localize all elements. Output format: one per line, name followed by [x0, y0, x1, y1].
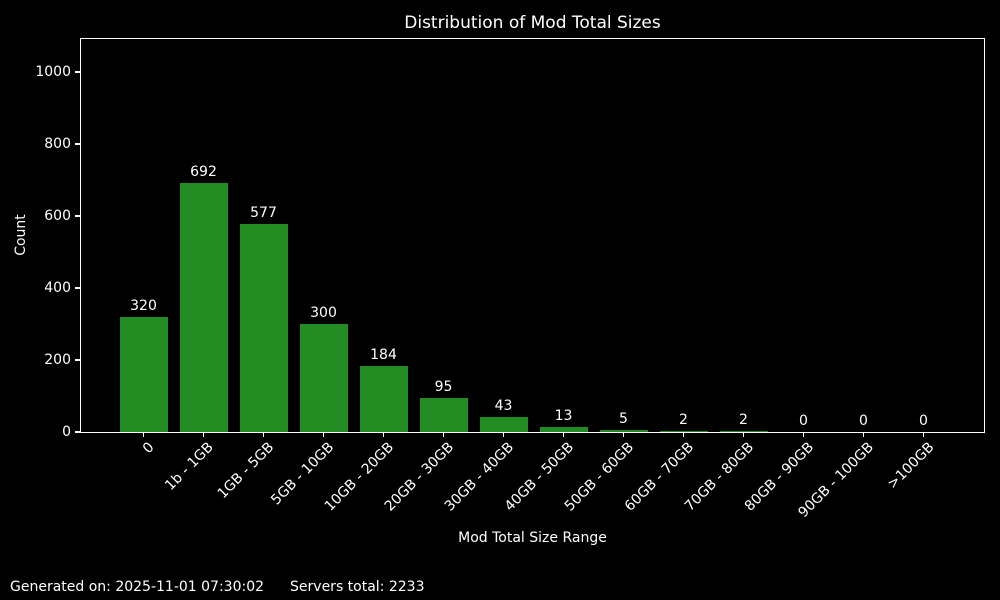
y-tick-label: 400: [44, 280, 71, 297]
x-tick-mark: [382, 432, 385, 437]
bar-7: [539, 427, 588, 432]
bar-value-label: 300: [310, 305, 337, 322]
y-tick-mark: [75, 431, 80, 433]
y-tick-label: 800: [44, 136, 71, 153]
x-tick-mark: [502, 432, 505, 437]
x-tick-mark: [862, 432, 865, 437]
x-tick-label: 1b - 1GB: [162, 439, 218, 494]
bar-9: [659, 431, 708, 432]
bar-value-label: 43: [494, 397, 513, 414]
x-tick-label: >100GB: [884, 439, 938, 493]
y-tick-label: 1000: [35, 64, 71, 81]
bar-value-label: 692: [190, 163, 217, 180]
bar-0: [119, 316, 168, 432]
x-tick-label: 0: [139, 439, 158, 457]
bar-value-label: 13: [554, 408, 573, 425]
bar-5: [419, 397, 468, 432]
x-tick-mark: [802, 432, 805, 437]
y-tick-label: 200: [44, 352, 71, 369]
bar-value-label: 5: [619, 411, 628, 428]
x-tick-mark: [562, 432, 565, 437]
chart-title: Distribution of Mod Total Sizes: [404, 13, 661, 33]
x-tick-mark: [262, 432, 265, 437]
x-tick-mark: [922, 432, 925, 437]
y-tick-mark: [75, 287, 80, 289]
bar-1: [179, 182, 228, 432]
bar-value-label: 2: [739, 412, 748, 429]
x-tick-mark: [142, 432, 145, 437]
servers-total: Servers total: 2233: [290, 579, 425, 595]
bar-value-label: 577: [250, 205, 277, 222]
x-tick-mark: [442, 432, 445, 437]
bar-value-label: 320: [130, 297, 157, 314]
y-tick-mark: [75, 359, 80, 361]
footer-status-bar: Generated on: 2025-11-01 07:30:02 Servers…: [10, 579, 425, 595]
bar-value-label: 0: [919, 413, 928, 429]
x-tick-mark: [622, 432, 625, 437]
x-tick-mark: [682, 432, 685, 437]
y-tick-mark: [75, 71, 80, 73]
bar-value-label: 0: [859, 413, 868, 429]
y-tick-mark: [75, 143, 80, 145]
bar-value-label: 2: [679, 412, 688, 429]
bar-value-label: 184: [370, 346, 397, 363]
bar-10: [719, 431, 768, 432]
plot-area: 320 0 692 1b - 1GB 577 1GB - 5GB 300 5GB - 10GB…: [35, 38, 985, 521]
y-tick-mark: [75, 215, 80, 217]
x-tick-mark: [742, 432, 745, 437]
x-tick-label: 1GB - 5GB: [214, 439, 278, 503]
bar-4: [359, 365, 408, 432]
bar-6: [479, 416, 528, 432]
x-tick-mark: [322, 432, 325, 437]
bar-8: [599, 430, 648, 432]
generated-timestamp: Generated on: 2025-11-01 07:30:02: [10, 579, 265, 595]
bar-value-label: 0: [799, 413, 808, 429]
y-tick-label: 0: [62, 424, 71, 440]
x-axis-label: Mod Total Size Range: [458, 530, 607, 546]
y-tick-label: 600: [44, 208, 71, 225]
bar-value-label: 95: [434, 378, 453, 395]
x-tick-mark: [202, 432, 205, 437]
bar-2: [239, 224, 288, 432]
bar-3: [299, 324, 348, 432]
